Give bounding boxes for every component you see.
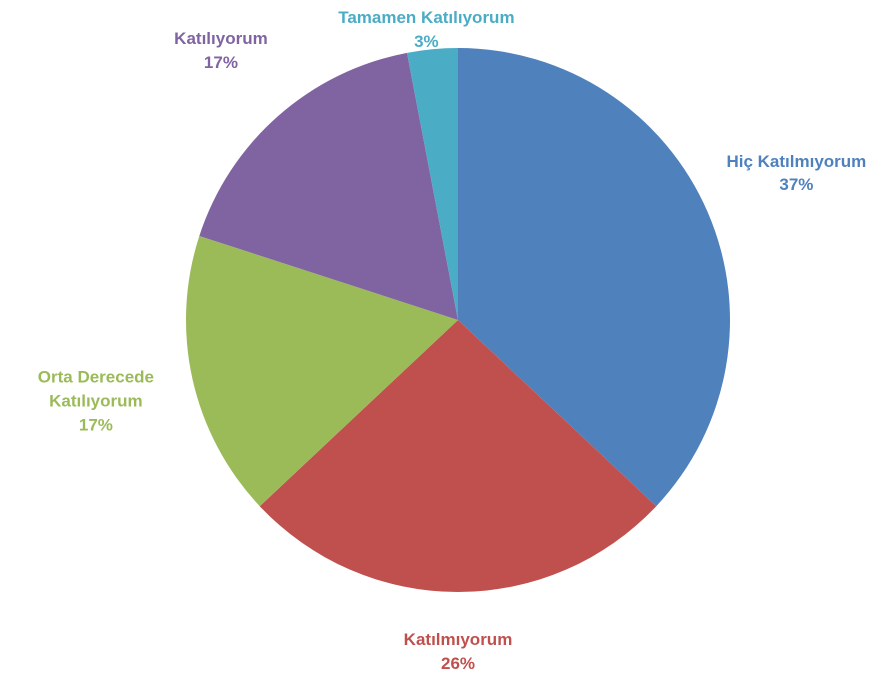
category-label: Hiç Katılmıyorum [726, 151, 867, 171]
pie-slice [407, 48, 458, 320]
value-label: 26% [440, 654, 476, 673]
pie-slice [186, 235, 458, 507]
slice-label: Orta Derecede Katılıyorum 17% [16, 365, 176, 436]
category-label: Katılıyorum [174, 29, 268, 49]
value-label: 17% [78, 414, 113, 434]
category-label: Tamamen Katılıyorum [338, 8, 515, 28]
slice-label: Katılıyorum 17% [141, 27, 301, 75]
slice-label: Tamamen Katılıyorum 3% [296, 6, 556, 54]
slice-label: Hiç Katılmıyorum 37% [716, 150, 876, 198]
value-label: 3% [414, 32, 439, 51]
category-label: Katılmıyorum [403, 630, 513, 650]
value-label: 37% [779, 175, 814, 195]
pie-slice [259, 320, 657, 592]
chart: Hiç Katılmıyorum 37% Katılmıyorum 26% Orta D… [16, 6, 876, 673]
pie-slice [458, 48, 730, 507]
slice-label: Katılmıyorum 26% [378, 628, 538, 676]
pie-slice [199, 52, 458, 320]
category-label: Orta Derecede Katılıyorum [37, 367, 154, 411]
value-label: 17% [203, 53, 238, 73]
pie [186, 48, 730, 592]
